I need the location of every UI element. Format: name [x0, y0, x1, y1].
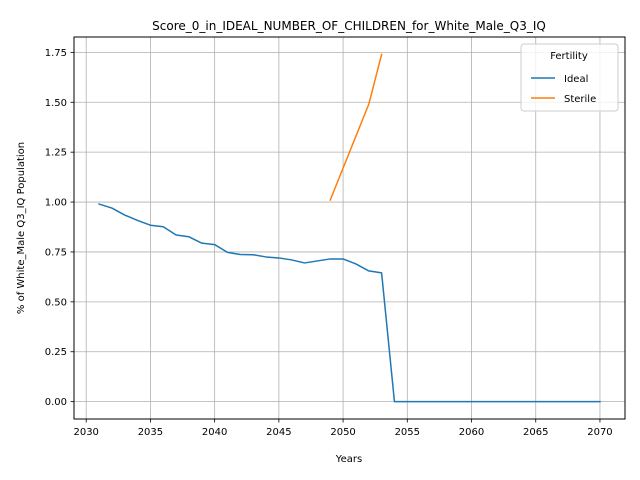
- chart-title: Score_0_in_IDEAL_NUMBER_OF_CHILDREN_for_…: [152, 19, 546, 33]
- series-line-ideal: [98, 203, 601, 403]
- y-tick-label: 0.00: [45, 397, 67, 408]
- x-axis-ticks: 2030 2035 2040 2045 2050 2055 2060 2065 2070: [73, 419, 613, 438]
- legend-box: [520, 43, 619, 112]
- y-axis-ticks: 0.00 0.25 0.50 0.75 1.00 1.25 1.50 1.75: [45, 48, 74, 408]
- x-tick-label: 2070: [587, 427, 612, 438]
- series-line-sterile: [329, 53, 383, 202]
- y-tick-label: 1.75: [45, 48, 67, 59]
- series-layer: [98, 53, 601, 403]
- y-tick-label: 1.00: [45, 198, 67, 209]
- y-tick-label: 1.50: [45, 98, 67, 109]
- plot-frame: [73, 36, 626, 420]
- x-axis-label: Years: [335, 454, 362, 465]
- x-tick-label: 2045: [266, 427, 291, 438]
- y-tick-label: 1.25: [45, 148, 67, 159]
- legend: Fertility Ideal Sterile: [520, 43, 619, 112]
- x-tick-label: 2065: [523, 427, 548, 438]
- legend-label-sterile: Sterile: [564, 94, 596, 105]
- y-tick-label: 0.50: [45, 297, 67, 308]
- legend-title: Fertility: [550, 51, 588, 62]
- y-tick-label: 0.75: [45, 247, 67, 258]
- x-tick-label: 2030: [73, 427, 98, 438]
- x-tick-label: 2050: [330, 427, 355, 438]
- legend-label-ideal: Ideal: [564, 74, 588, 85]
- x-tick-label: 2040: [202, 427, 227, 438]
- x-tick-label: 2060: [459, 427, 484, 438]
- x-tick-label: 2035: [138, 427, 163, 438]
- x-tick-label: 2055: [395, 427, 420, 438]
- y-tick-label: 0.25: [45, 347, 67, 358]
- gridlines: [74, 37, 625, 419]
- y-axis-label: % of White_Male Q3_IQ Population: [16, 142, 27, 314]
